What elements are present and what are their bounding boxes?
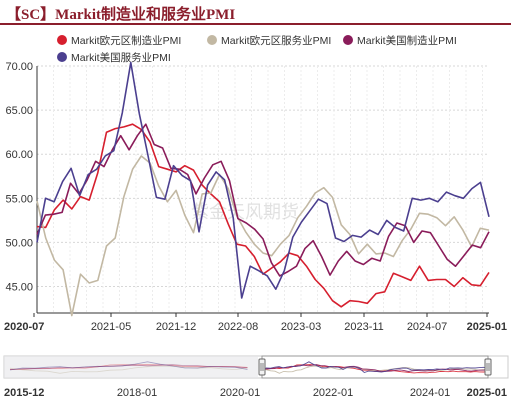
- y-tick-label: 50.00: [5, 237, 33, 249]
- legend-marker[interactable]: [57, 52, 67, 62]
- navigator-history-line: [9, 364, 248, 370]
- y-tick-label: 70.00: [5, 61, 33, 73]
- y-tick-label: 60.00: [5, 149, 33, 161]
- x-axis: 2020-07 2021-05 2021-12 2022-08 2023-03 2023-…: [4, 66, 507, 333]
- y-axis: 70.00 65.00 60.00 55.00 50.00 45.00: [5, 61, 33, 294]
- navigator-tick-label: 2015-12: [4, 387, 44, 399]
- navigator-selection: [261, 355, 489, 379]
- legend-label[interactable]: Markit美国制造业PMI: [357, 34, 457, 47]
- legend-label[interactable]: Markit美国服务业PMI: [71, 51, 171, 64]
- series-line: [36, 155, 490, 317]
- navigator-handle-left[interactable]: [258, 358, 266, 376]
- legend-marker[interactable]: [343, 35, 353, 45]
- navigator-tick-label: 2025-01: [467, 387, 507, 399]
- x-tick-label: 2023-03: [281, 321, 321, 333]
- legend-label[interactable]: Markit欧元区制造业PMI: [71, 34, 181, 47]
- x-tick-label: 2024-07: [407, 321, 447, 333]
- legend-marker[interactable]: [207, 35, 217, 45]
- chart-legend[interactable]: Markit欧元区制造业PMI Markit欧元区服务业PMI Markit美国制造…: [57, 34, 457, 64]
- navigator-tick-label: 2024-01: [410, 387, 450, 399]
- series-line: [36, 123, 490, 277]
- chart-grid: [36, 65, 489, 313]
- y-tick-label: 55.00: [5, 193, 33, 205]
- navigator-history-line: [9, 365, 248, 374]
- x-tick-label: 2021-12: [156, 321, 196, 333]
- x-tick-label: 2021-05: [91, 321, 131, 333]
- navigator-history-line: [9, 361, 248, 371]
- navigator-handle-right[interactable]: [484, 358, 492, 376]
- navigator-tick-label: 2018-01: [117, 387, 157, 399]
- chart-series: [36, 61, 490, 317]
- navigator-tick-label: 2020-01: [220, 387, 260, 399]
- series-line: [36, 61, 490, 299]
- x-tick-label: 2022-08: [218, 321, 258, 333]
- x-tick-label: 2025-01: [467, 321, 507, 333]
- legend-marker[interactable]: [57, 35, 67, 45]
- x-tick-label: 2023-11: [344, 321, 384, 333]
- legend-label[interactable]: Markit欧元区服务业PMI: [221, 34, 331, 47]
- y-tick-label: 65.00: [5, 105, 33, 117]
- x-tick-label: 2020-07: [4, 321, 44, 333]
- navigator-series-line: [261, 361, 489, 374]
- navigator-history-line: [10, 364, 248, 370]
- range-navigator[interactable]: 2015-12 2018-01 2020-01 2022-01 2024-01 2025-…: [3, 355, 509, 399]
- chart-title: 【SC】Markit制造业和服务业PMI: [6, 7, 236, 23]
- title-underline: [0, 23, 511, 25]
- navigator-tick-label: 2022-01: [313, 387, 353, 399]
- y-tick-label: 45.00: [5, 282, 33, 294]
- watermark: 紫金天风期货: [191, 202, 299, 223]
- navigator-series-line: [261, 365, 488, 374]
- navigator-mask: [4, 356, 258, 378]
